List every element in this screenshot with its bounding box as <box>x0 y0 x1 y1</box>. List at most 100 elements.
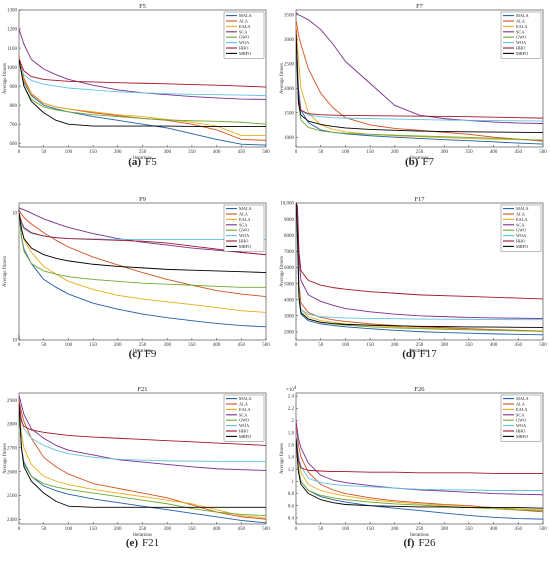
series-line-mrfo <box>19 212 266 273</box>
x-axis-label: Iterations <box>410 349 429 354</box>
x-tick-label: 300 <box>440 150 448 155</box>
panel-f21: F21 0 50 100 150 200 250 300 350 400 450 500 2400 250… <box>3 386 270 549</box>
x-tick-label: 500 <box>539 150 547 155</box>
x-tick-label: 150 <box>89 343 97 348</box>
x-tick-label: 450 <box>515 150 523 155</box>
x-tick-label: 250 <box>416 343 424 348</box>
x-tick-label: 250 <box>139 343 147 348</box>
legend-label: ALA <box>516 402 526 407</box>
y-tick-label: 2000 <box>284 87 295 92</box>
legend-label: ALA <box>239 19 249 24</box>
y-tick-label: 1.4 <box>288 456 295 461</box>
series-line-hho <box>296 438 543 474</box>
panel-title: F9 <box>139 196 146 203</box>
legend-label: EALA <box>239 24 251 29</box>
legend-label: EALA <box>516 217 528 222</box>
series-line-gwo <box>19 59 266 125</box>
x-tick-label: 150 <box>366 343 374 348</box>
x-tick-label: 250 <box>139 150 147 155</box>
y-tick-label: 1.8 <box>288 431 295 436</box>
legend-label: HHO <box>239 46 248 51</box>
x-tick-label: 0 <box>295 150 298 155</box>
panel-caption: (d) F17 <box>402 348 437 360</box>
y-tick-label: 1000 <box>7 66 18 71</box>
x-tick-label: 200 <box>391 150 399 155</box>
panel-f17: F17 0 50 100 150 200 250 300 350 400 450 500 2000 300… <box>280 196 547 360</box>
legend-label: GWO <box>516 418 526 423</box>
series-line-woa <box>296 432 543 491</box>
y-tick-label: 2800 <box>7 423 18 428</box>
x-tick-label: 150 <box>89 150 97 155</box>
series-line-woa <box>19 64 266 97</box>
x-tick-label: 350 <box>465 527 473 532</box>
series-line-hho <box>19 59 266 88</box>
x-tick-label: 350 <box>465 343 473 348</box>
series-line-gwo <box>19 213 266 288</box>
x-tick-label: 100 <box>342 343 350 348</box>
x-tick-label: 200 <box>391 527 399 532</box>
x-tick-label: 250 <box>416 150 424 155</box>
x-tick-label: 250 <box>139 527 147 532</box>
y-tick-label: 1.6 <box>288 443 295 448</box>
series-line-gwo <box>296 438 543 512</box>
series-line-ala <box>19 55 266 141</box>
series-line-gwo <box>296 39 543 141</box>
series-group <box>296 420 543 520</box>
x-tick-label: 0 <box>295 527 298 532</box>
y-tick-label: 700 <box>10 123 18 128</box>
legend-label: WOA <box>516 40 527 45</box>
panel-title: F17 <box>414 196 425 203</box>
y-tick-label: 2900 <box>7 399 18 404</box>
legend-label: HHO <box>239 429 248 434</box>
legend-label: WOA <box>516 423 527 428</box>
x-tick-label: 200 <box>114 343 122 348</box>
legend-label: MRFO <box>239 51 251 56</box>
x-axis-label: Iterations <box>133 156 152 161</box>
series-line-mrfo <box>296 438 543 509</box>
y-tick-label: 2500 <box>7 494 18 499</box>
panel-caption-name: F7 <box>422 156 434 168</box>
x-tick-label: 200 <box>114 527 122 532</box>
x-tick-label: 50 <box>318 527 324 532</box>
legend-label: MALA <box>516 206 530 211</box>
legend-box <box>500 11 542 59</box>
legend-label: ALA <box>239 212 249 217</box>
y-tick-label: 10,000 <box>280 202 294 207</box>
legend-label: GWO <box>239 35 249 40</box>
legend-label: MALA <box>239 396 253 401</box>
x-axis-label: Iterations <box>133 533 152 538</box>
y-multiplier-exponent: 4 <box>294 386 297 391</box>
legend-label: ALA <box>239 402 249 407</box>
panel-title: F21 <box>137 386 147 393</box>
panel-caption-letter: (f) <box>403 537 414 549</box>
x-axis-label: Iterations <box>133 349 152 354</box>
y-tick-label: 1000 <box>284 136 295 141</box>
y-tick-label: 2600 <box>7 470 18 475</box>
legend-box <box>500 204 542 252</box>
x-tick-label: 450 <box>238 150 246 155</box>
x-tick-label: 400 <box>490 150 498 155</box>
y-axis-label: Average fitness <box>280 63 285 94</box>
series-line-woa <box>19 404 266 463</box>
series-line-ala <box>19 210 266 297</box>
y-tick-label: 1200 <box>7 28 18 33</box>
x-tick-label: 250 <box>416 527 424 532</box>
y-axis-label: Average fitness <box>280 443 285 474</box>
panel-caption-name: F9 <box>145 348 157 360</box>
series-line-mrfo <box>19 59 266 127</box>
legend-box <box>223 394 265 442</box>
legend-label: GWO <box>516 228 526 233</box>
panel-caption-name: F21 <box>142 537 159 549</box>
x-tick-label: 0 <box>295 343 298 348</box>
y-tick-label: 2.4 <box>288 395 295 400</box>
panel-caption: (f) F26 <box>403 537 436 549</box>
y-tick-label: 2700 <box>7 446 18 451</box>
legend-label: MRFO <box>239 244 251 249</box>
legend-label: GWO <box>239 418 249 423</box>
y-tick-label: 10 <box>12 339 18 344</box>
panel-caption-letter: (e) <box>126 537 139 549</box>
legend-label: ALA <box>516 212 526 217</box>
x-tick-label: 200 <box>114 150 122 155</box>
